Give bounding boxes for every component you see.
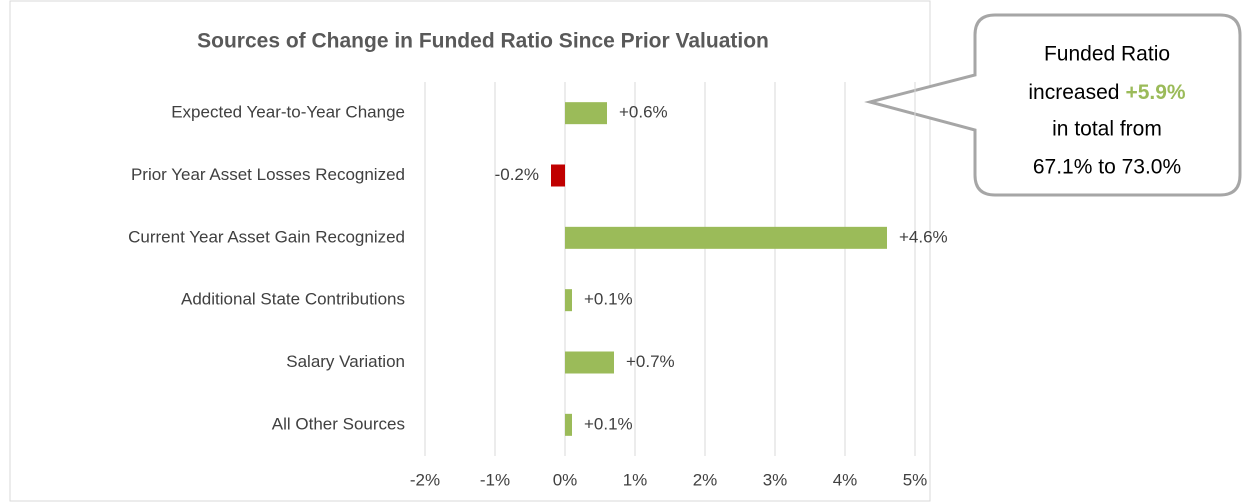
callout-text: increased	[1028, 81, 1119, 104]
bar	[565, 226, 887, 249]
chart-title: Sources of Change in Funded Ratio Since …	[197, 30, 769, 53]
callout-text: increased +5.9%	[1028, 81, 1186, 104]
callout-box	[864, 13, 1242, 197]
x-tick-label: 5%	[903, 470, 928, 489]
callout-text: 67.1% to 73.0%	[1033, 156, 1181, 179]
x-tick-label: -1%	[480, 470, 510, 489]
y-tick-label: Additional State Contributions	[181, 290, 405, 309]
y-tick-label: Current Year Asset Gain Recognized	[128, 227, 405, 246]
callout-highlight: +5.9%	[1125, 81, 1185, 104]
x-tick-label: -2%	[410, 470, 440, 489]
x-tick-label: 2%	[693, 470, 718, 489]
x-tick-label: 4%	[833, 470, 858, 489]
bar	[551, 164, 565, 187]
bar	[565, 289, 572, 312]
value-label: +0.1%	[584, 414, 633, 433]
value-label: +0.7%	[626, 352, 675, 371]
x-tick-label: 3%	[763, 470, 788, 489]
y-tick-label: Salary Variation	[286, 352, 405, 371]
y-tick-label: Prior Year Asset Losses Recognized	[131, 165, 405, 184]
x-tick-label: 1%	[623, 470, 648, 489]
y-tick-label: Expected Year-to-Year Change	[171, 103, 405, 122]
value-label: +4.6%	[899, 227, 948, 246]
callout-text: Funded Ratio	[1044, 43, 1170, 66]
bar	[565, 413, 572, 436]
value-label: -0.2%	[495, 165, 539, 184]
bar	[565, 102, 607, 125]
value-label: +0.6%	[619, 103, 668, 122]
chart-frame	[9, 0, 931, 502]
y-tick-label: All Other Sources	[272, 414, 405, 433]
value-label: +0.1%	[584, 290, 633, 309]
callout-text: in total from	[1052, 118, 1162, 141]
bar	[565, 351, 614, 374]
x-tick-label: 0%	[553, 470, 578, 489]
